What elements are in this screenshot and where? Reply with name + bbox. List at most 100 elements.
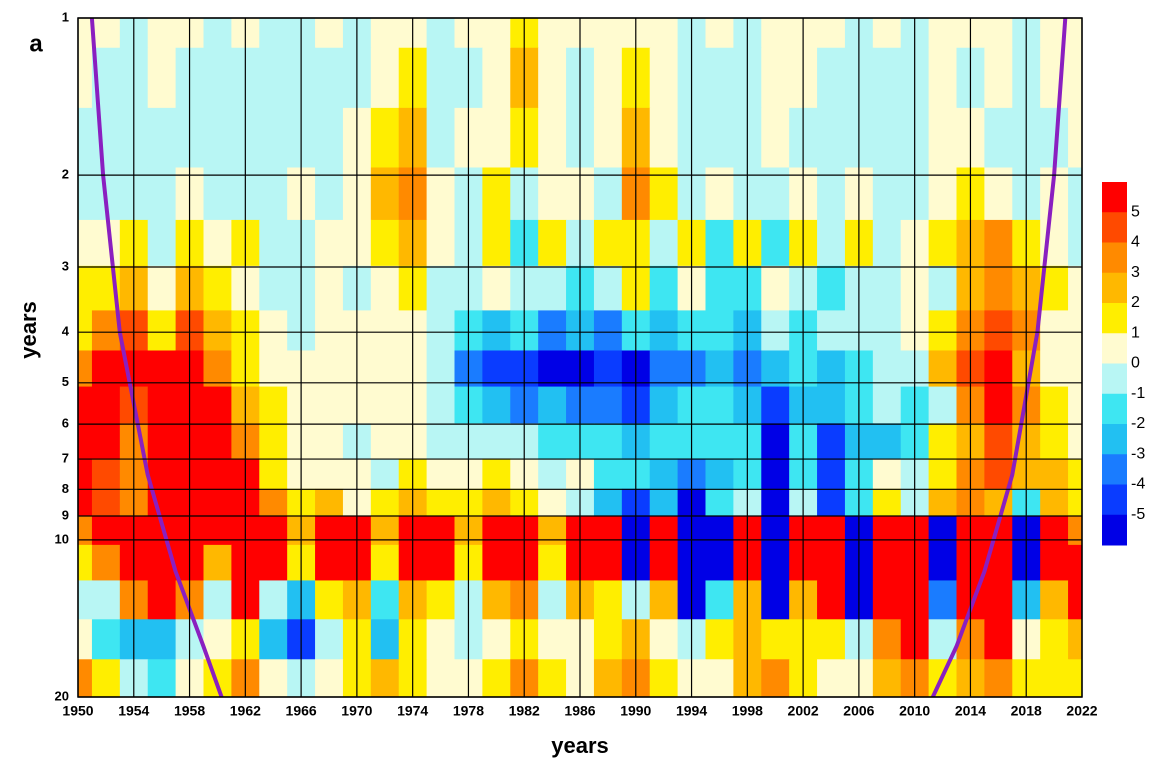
colorbar-swatch bbox=[1102, 303, 1127, 334]
heat-cell bbox=[147, 18, 177, 49]
heat-cell bbox=[315, 107, 344, 169]
heat-cell bbox=[984, 18, 1013, 49]
heat-cell bbox=[426, 265, 456, 312]
heat-cell bbox=[203, 18, 232, 49]
y-axis-title: years bbox=[16, 301, 41, 359]
heat-cell bbox=[78, 18, 93, 49]
heat-cell bbox=[984, 659, 1013, 697]
heat-cell bbox=[872, 423, 902, 460]
heat-cell bbox=[649, 423, 679, 460]
heat-cell bbox=[203, 310, 232, 352]
heat-cell bbox=[538, 659, 567, 697]
heat-cell bbox=[482, 544, 511, 582]
heat-cell bbox=[426, 219, 456, 267]
x-tick-label: 2002 bbox=[788, 703, 819, 719]
heat-cell bbox=[1068, 458, 1082, 490]
heat-cell bbox=[761, 167, 790, 221]
heat-cell bbox=[426, 47, 456, 109]
heat-cell bbox=[872, 515, 902, 546]
heat-cell bbox=[426, 458, 456, 490]
heat-cell bbox=[370, 515, 400, 546]
heat-cell bbox=[370, 47, 400, 109]
colorbar-label: -3 bbox=[1131, 445, 1145, 462]
heat-cell bbox=[259, 580, 288, 620]
heat-cell bbox=[538, 580, 567, 620]
heat-cell bbox=[315, 350, 344, 388]
heat-cell bbox=[203, 265, 232, 312]
heat-cell bbox=[1068, 265, 1082, 312]
heat-cell bbox=[649, 167, 679, 221]
heat-cell bbox=[705, 265, 734, 312]
heat-cell bbox=[1068, 423, 1082, 460]
heat-cell bbox=[203, 458, 232, 490]
heat-cell bbox=[1040, 458, 1069, 490]
heat-cell bbox=[91, 515, 121, 546]
heat-cell bbox=[482, 659, 511, 697]
x-tick-label: 1950 bbox=[62, 703, 93, 719]
heat-cell bbox=[426, 619, 456, 660]
heat-cell bbox=[538, 265, 567, 312]
heat-cell bbox=[426, 580, 456, 620]
heat-cell bbox=[370, 350, 400, 388]
heat-cell bbox=[649, 580, 679, 620]
heat-cell bbox=[928, 350, 958, 388]
heat-cell bbox=[482, 458, 511, 490]
heat-cell bbox=[1068, 386, 1082, 424]
heat-cell bbox=[203, 386, 232, 424]
heat-cell bbox=[1040, 619, 1069, 660]
y-tick-label: 3 bbox=[62, 258, 69, 273]
heat-cell bbox=[761, 619, 790, 660]
x-tick-label: 1966 bbox=[286, 703, 317, 719]
heat-cell bbox=[78, 47, 93, 109]
heat-cell bbox=[593, 265, 623, 312]
heat-cell bbox=[872, 619, 902, 660]
heat-cell bbox=[370, 580, 400, 620]
colorbar-label: 5 bbox=[1131, 203, 1140, 220]
colorbar-swatch bbox=[1102, 212, 1127, 243]
heat-cell bbox=[78, 310, 93, 352]
x-tick-label: 1986 bbox=[564, 703, 595, 719]
heat-cell bbox=[984, 167, 1013, 221]
heat-cell bbox=[928, 580, 958, 620]
heat-cell bbox=[203, 47, 232, 109]
heat-cell bbox=[426, 310, 456, 352]
heat-cell bbox=[928, 488, 958, 517]
x-tick-label: 1954 bbox=[118, 703, 149, 719]
heat-cell bbox=[761, 544, 790, 582]
heat-cell bbox=[426, 18, 456, 49]
heat-cell bbox=[928, 18, 958, 49]
heat-cell bbox=[761, 386, 790, 424]
heat-cell bbox=[203, 619, 232, 660]
heat-cell bbox=[538, 18, 567, 49]
x-axis-title: years bbox=[551, 733, 609, 758]
x-tick-label: 1990 bbox=[620, 703, 651, 719]
heat-cell bbox=[315, 219, 344, 267]
heat-cell bbox=[872, 167, 902, 221]
heat-cell bbox=[1068, 18, 1082, 49]
heat-cell bbox=[259, 659, 288, 697]
heat-cell bbox=[593, 659, 623, 697]
heat-cell bbox=[482, 310, 511, 352]
heat-cell bbox=[593, 580, 623, 620]
heat-cell bbox=[78, 580, 93, 620]
heat-cell bbox=[705, 386, 734, 424]
heat-cell bbox=[1040, 544, 1069, 582]
heat-cell bbox=[370, 265, 400, 312]
heat-cell bbox=[78, 619, 93, 660]
colorbar-label: 3 bbox=[1131, 264, 1140, 281]
heat-cell bbox=[315, 386, 344, 424]
heat-cell bbox=[91, 350, 121, 388]
heat-cell bbox=[259, 47, 288, 109]
heat-cell bbox=[872, 458, 902, 490]
x-tick-label: 2010 bbox=[899, 703, 930, 719]
heat-cell bbox=[91, 659, 121, 697]
colorbar-swatch bbox=[1102, 182, 1127, 213]
colorbar-label: 0 bbox=[1131, 355, 1140, 372]
heat-cell bbox=[370, 107, 400, 169]
heat-cell bbox=[259, 488, 288, 517]
heat-cell bbox=[928, 310, 958, 352]
heat-cell bbox=[147, 265, 177, 312]
x-tick-label: 1994 bbox=[676, 703, 707, 719]
heat-cell bbox=[482, 423, 511, 460]
heat-cell bbox=[91, 580, 121, 620]
